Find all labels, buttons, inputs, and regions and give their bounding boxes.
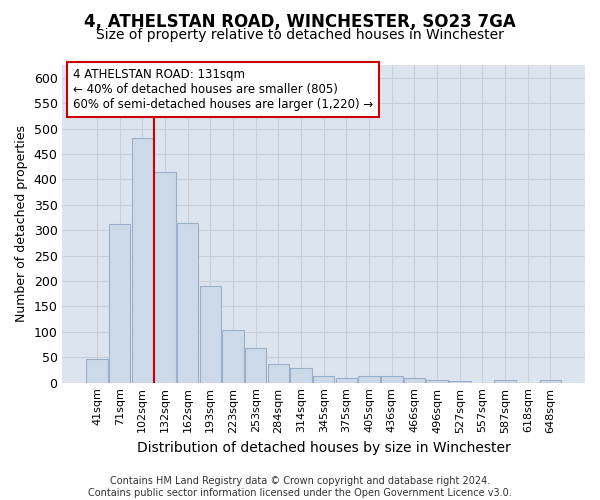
Bar bbox=[154, 172, 176, 382]
X-axis label: Distribution of detached houses by size in Winchester: Distribution of detached houses by size … bbox=[137, 441, 511, 455]
Bar bbox=[131, 138, 153, 382]
Text: Contains HM Land Registry data © Crown copyright and database right 2024.
Contai: Contains HM Land Registry data © Crown c… bbox=[88, 476, 512, 498]
Bar bbox=[290, 368, 312, 382]
Bar bbox=[381, 376, 403, 382]
Bar bbox=[222, 330, 244, 382]
Text: 4, ATHELSTAN ROAD, WINCHESTER, SO23 7GA: 4, ATHELSTAN ROAD, WINCHESTER, SO23 7GA bbox=[84, 12, 516, 30]
Text: 4 ATHELSTAN ROAD: 131sqm
← 40% of detached houses are smaller (805)
60% of semi-: 4 ATHELSTAN ROAD: 131sqm ← 40% of detach… bbox=[73, 68, 373, 111]
Bar bbox=[427, 380, 448, 382]
Bar bbox=[109, 224, 130, 382]
Text: Size of property relative to detached houses in Winchester: Size of property relative to detached ho… bbox=[96, 28, 504, 42]
Bar bbox=[404, 378, 425, 382]
Bar bbox=[86, 360, 108, 382]
Bar bbox=[540, 380, 561, 382]
Bar bbox=[449, 380, 470, 382]
Bar bbox=[358, 376, 380, 382]
Bar bbox=[335, 378, 357, 382]
Bar bbox=[200, 286, 221, 382]
Bar bbox=[177, 223, 199, 382]
Bar bbox=[313, 376, 334, 382]
Y-axis label: Number of detached properties: Number of detached properties bbox=[15, 126, 28, 322]
Bar bbox=[268, 364, 289, 382]
Bar bbox=[245, 348, 266, 382]
Bar bbox=[494, 380, 516, 382]
